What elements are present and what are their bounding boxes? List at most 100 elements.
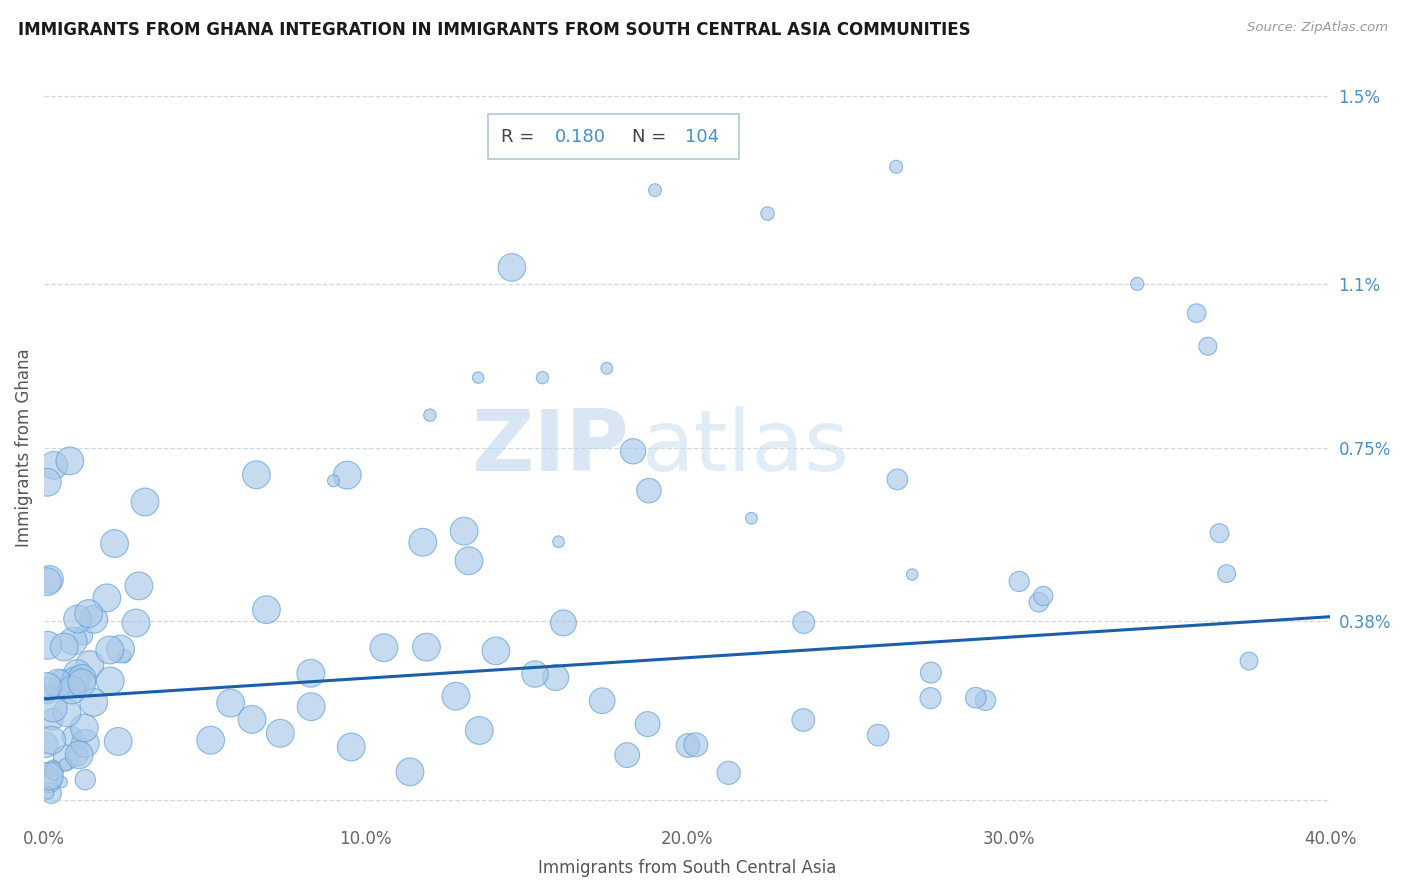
Point (75, 772, 97, 787)
Point (38, 772, 60, 787)
Point (299, 666, 322, 681)
Point (70, 675, 93, 690)
Point (96, 591, 118, 605)
Point (468, 723, 491, 738)
Point (37, 475, 59, 490)
Point (531, 370, 554, 384)
Point (1197, 339, 1219, 353)
Point (553, 615, 575, 630)
Point (35, 738, 58, 752)
Point (1032, 589, 1054, 603)
Point (974, 693, 997, 707)
Point (73, 721, 96, 735)
Point (69, 736, 91, 750)
Point (39, 786, 62, 800)
Point (638, 483, 661, 498)
Text: atlas: atlas (643, 407, 851, 490)
Point (128, 579, 150, 593)
Point (793, 615, 815, 630)
Point (107, 734, 129, 748)
Point (1215, 566, 1237, 581)
Point (66, 666, 89, 681)
Point (103, 536, 125, 550)
Point (75, 736, 97, 750)
Point (868, 728, 890, 742)
Point (756, 206, 779, 220)
Point (901, 567, 924, 582)
Point (1126, 277, 1149, 291)
Point (55, 757, 77, 772)
Point (37, 574, 59, 589)
Point (37, 680, 59, 694)
Point (77, 607, 100, 621)
Point (200, 733, 222, 747)
Point (547, 534, 569, 549)
Point (83, 695, 105, 709)
Point (37, 786, 59, 800)
Point (37, 688, 59, 702)
Point (59, 454, 82, 468)
Point (322, 474, 344, 488)
Point (415, 640, 437, 654)
Point (38, 573, 60, 587)
Point (254, 602, 277, 616)
Text: R =: R = (501, 128, 540, 145)
Point (467, 370, 489, 384)
Point (42, 701, 65, 715)
Point (373, 640, 395, 655)
Point (42, 764, 65, 778)
Point (66, 748, 89, 763)
Point (125, 615, 148, 630)
Point (399, 764, 422, 779)
Point (35, 762, 58, 776)
Point (269, 726, 291, 740)
Point (453, 524, 475, 538)
Point (60, 730, 83, 744)
Point (886, 472, 908, 486)
FancyBboxPatch shape (488, 114, 738, 160)
Text: 0.180: 0.180 (555, 128, 606, 145)
Point (444, 689, 467, 703)
Point (38, 769, 60, 783)
Point (920, 665, 942, 680)
Point (51, 775, 73, 789)
Point (42, 458, 65, 473)
Point (41, 712, 63, 726)
Point (458, 554, 481, 568)
Point (676, 739, 699, 753)
Point (419, 408, 441, 422)
Point (53, 640, 76, 654)
Point (70, 672, 93, 686)
Point (644, 183, 666, 197)
Point (98, 673, 121, 688)
Point (240, 713, 263, 727)
Point (63, 675, 86, 690)
Text: Source: ZipAtlas.com: Source: ZipAtlas.com (1247, 21, 1388, 34)
Point (67, 747, 90, 762)
Point (51, 675, 73, 690)
Point (340, 739, 363, 754)
Point (884, 160, 907, 174)
Point (1008, 574, 1031, 589)
Point (219, 696, 242, 710)
Point (66, 612, 89, 626)
Point (110, 642, 132, 657)
Point (717, 765, 740, 780)
Point (41, 733, 63, 747)
Point (60, 683, 83, 698)
Text: N =: N = (631, 128, 672, 145)
Point (134, 495, 156, 509)
Point (65, 673, 87, 688)
Point (37, 638, 59, 652)
Y-axis label: Immigrants from Ghana: Immigrants from Ghana (15, 349, 32, 548)
Point (740, 511, 762, 525)
Point (83, 612, 105, 626)
Point (79, 657, 101, 672)
Point (596, 361, 619, 376)
Point (412, 535, 434, 549)
Point (1208, 526, 1230, 541)
Point (621, 444, 644, 458)
Point (501, 260, 523, 275)
Point (46, 676, 69, 690)
Point (792, 713, 814, 727)
